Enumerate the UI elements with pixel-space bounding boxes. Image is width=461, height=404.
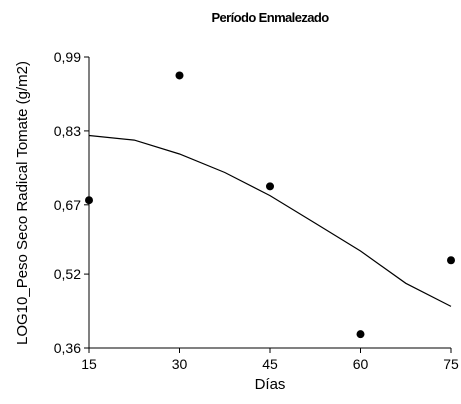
data-point [447, 256, 455, 265]
x-tick-label: 45 [262, 356, 278, 372]
x-tick-label: 30 [172, 356, 188, 372]
x-tick-label: 75 [443, 356, 459, 372]
data-point [356, 330, 365, 339]
y-tick-label: 0,36 [54, 340, 81, 356]
x-axis-label: Días [255, 376, 286, 393]
data-point [85, 196, 93, 205]
data-point [175, 71, 184, 80]
data-points [85, 71, 455, 339]
data-point [266, 182, 274, 191]
y-axis-label: LOG10_Peso Seco Radical Tomate (g/m2) [14, 61, 31, 345]
y-tick-label: 0,67 [54, 197, 81, 213]
y-tick-label: 0,52 [54, 266, 81, 282]
fit-curve [88, 134, 452, 307]
x-tick-label: 60 [353, 356, 369, 372]
x-tick-label: 15 [81, 356, 97, 372]
y-tick-label: 0,99 [54, 49, 81, 65]
axes: 0,36 0,52 0,67 0,83 0,99 15 30 45 60 75 [54, 49, 459, 372]
fit-curve-layer [88, 134, 452, 307]
chart-title: Período Enmalezado [211, 10, 329, 25]
y-tick-label: 0,83 [54, 123, 81, 139]
